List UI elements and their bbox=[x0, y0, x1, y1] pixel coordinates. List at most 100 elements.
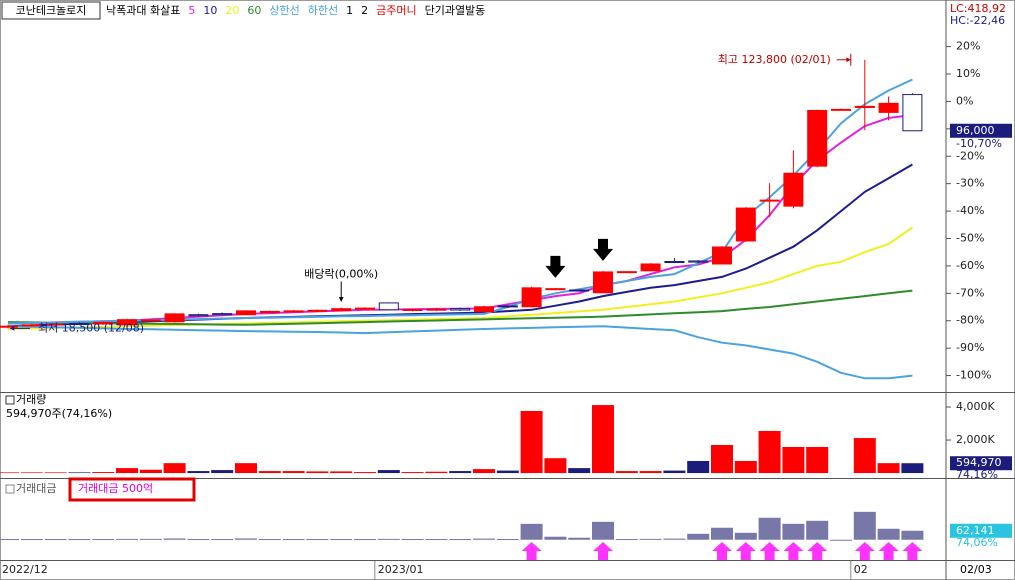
candle-body bbox=[854, 105, 875, 108]
candle-body bbox=[831, 108, 851, 111]
y-tick-label: -90% bbox=[956, 341, 984, 354]
candle-body bbox=[69, 322, 90, 325]
annotation: 최고 123,800 (02/01) bbox=[718, 53, 831, 66]
volume-bar bbox=[496, 470, 519, 474]
y-tick-label: -80% bbox=[956, 314, 984, 327]
volume-marker bbox=[5, 395, 15, 405]
volume-bar bbox=[734, 461, 757, 474]
x-tick-label: 2022/12 bbox=[2, 563, 48, 576]
legend-item: 2 bbox=[361, 4, 368, 17]
signal-up-arrow bbox=[759, 542, 780, 560]
y-tick-label: 0% bbox=[956, 94, 973, 107]
annotation: 최저 18,500 (12/08) bbox=[38, 321, 144, 334]
amount-bar bbox=[211, 539, 234, 541]
legend-item: 낙폭과대 화살표 bbox=[106, 4, 180, 17]
amount-bar bbox=[758, 517, 781, 540]
amount-bar bbox=[853, 511, 876, 540]
volume-bar bbox=[0, 472, 19, 474]
y-tick-label: -20% bbox=[956, 149, 984, 162]
candle-body bbox=[616, 271, 637, 274]
y-tick-label: 10% bbox=[956, 67, 980, 80]
candle-body bbox=[759, 199, 780, 202]
candle-body bbox=[117, 319, 137, 326]
amount-bar bbox=[639, 538, 662, 540]
stock-box[interactable] bbox=[1, 1, 101, 20]
candle-body bbox=[188, 314, 209, 317]
candle-body bbox=[45, 323, 66, 326]
volume-bar bbox=[568, 468, 591, 474]
candle-body bbox=[0, 325, 18, 328]
legend-item: 1 bbox=[346, 4, 353, 17]
legend-item: 상한선 bbox=[269, 4, 299, 17]
volume-bar bbox=[782, 446, 805, 474]
candle-body bbox=[402, 308, 423, 311]
signal-up-arrow bbox=[878, 542, 899, 560]
signal-up-arrow bbox=[807, 542, 828, 560]
amount-bar bbox=[116, 538, 138, 540]
stock-name[interactable]: 코난테크놀로지 bbox=[16, 4, 87, 17]
amount-bar bbox=[449, 539, 472, 541]
amount-bar bbox=[0, 539, 19, 541]
legend-item: 단기과열발동 bbox=[425, 4, 486, 17]
signal-up-arrow bbox=[521, 542, 542, 560]
volume-bar bbox=[592, 405, 614, 474]
amount-bar bbox=[68, 539, 91, 541]
ma-line bbox=[7, 289, 913, 326]
amount-bar bbox=[663, 538, 686, 540]
amount-bar bbox=[377, 538, 400, 540]
volume-bar bbox=[449, 471, 472, 474]
volume-bar bbox=[92, 472, 115, 474]
candle-body bbox=[902, 94, 923, 132]
volume-bar bbox=[354, 472, 376, 474]
price-label: 96,000 bbox=[956, 124, 995, 137]
volume-bar bbox=[235, 463, 257, 474]
candle-body bbox=[331, 308, 352, 312]
volume-bar bbox=[901, 463, 924, 474]
amount-bar bbox=[258, 539, 281, 541]
legend-item: 60 bbox=[247, 4, 261, 17]
volume-bar bbox=[211, 470, 234, 474]
legend-item: 5 bbox=[188, 4, 195, 17]
volume-bar bbox=[473, 469, 495, 474]
volume-bar bbox=[520, 410, 543, 474]
y-tick-label: 20% bbox=[956, 40, 980, 53]
volume-bar bbox=[68, 472, 91, 474]
volume-bar bbox=[544, 458, 567, 474]
candle-body bbox=[688, 260, 709, 263]
amount-bar bbox=[425, 539, 448, 541]
y-tick-label: 4,000K bbox=[956, 400, 995, 413]
amount-label: 62,141 bbox=[956, 524, 995, 537]
x-tick-label: 2023/01 bbox=[378, 563, 424, 576]
ma-line bbox=[7, 325, 913, 380]
signal-up-arrow bbox=[593, 542, 613, 560]
candle-body bbox=[355, 307, 375, 310]
volume-bar bbox=[306, 471, 329, 474]
amount-legend-box bbox=[68, 477, 196, 502]
candle-body bbox=[259, 310, 280, 314]
amount-bar bbox=[901, 530, 924, 540]
amount-bar bbox=[92, 539, 115, 541]
volume-bar bbox=[116, 468, 138, 474]
candle-body bbox=[640, 263, 661, 272]
amount-bar bbox=[568, 537, 591, 540]
y-tick-label: -100% bbox=[956, 369, 991, 382]
amount-bar bbox=[877, 528, 900, 540]
candle-body bbox=[807, 109, 828, 167]
amount-bar bbox=[687, 533, 710, 540]
signal-up-arrow bbox=[783, 542, 804, 560]
y-tick-label: -60% bbox=[956, 259, 984, 272]
candle-body bbox=[212, 313, 233, 316]
candle-body bbox=[593, 271, 613, 294]
candle-body bbox=[93, 321, 114, 325]
amount-legend-text: 거래대금 500억 bbox=[78, 482, 153, 495]
candle-body bbox=[712, 246, 732, 265]
volume-box bbox=[950, 456, 1012, 471]
lc-label: LC:418,92 bbox=[950, 2, 1006, 15]
volume-label: 594,970 bbox=[956, 456, 1002, 469]
volume-subtitle: 594,970주(74,16%) bbox=[6, 407, 112, 420]
volume-bar bbox=[163, 463, 186, 474]
candle-body bbox=[236, 310, 256, 316]
candle-body bbox=[521, 287, 542, 308]
